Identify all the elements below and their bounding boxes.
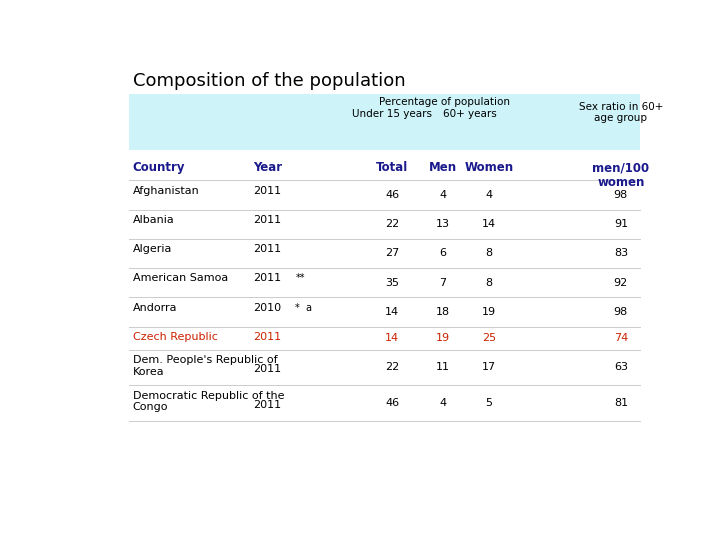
Text: 2011: 2011 <box>253 273 281 284</box>
Text: 81: 81 <box>614 398 628 408</box>
Text: 27: 27 <box>385 248 400 259</box>
Text: 22: 22 <box>385 219 400 229</box>
Text: 63: 63 <box>614 362 628 373</box>
Text: **: ** <box>295 273 305 284</box>
Text: Albania: Albania <box>132 215 174 225</box>
Text: 4: 4 <box>439 190 446 200</box>
Text: Total: Total <box>376 161 408 174</box>
Text: Dem. People's Republic of
Korea: Dem. People's Republic of Korea <box>132 355 277 377</box>
Text: 2010: 2010 <box>253 303 281 313</box>
Text: American Samoa: American Samoa <box>132 273 228 284</box>
Text: 60+ years: 60+ years <box>443 110 497 119</box>
Text: Algeria: Algeria <box>132 244 172 254</box>
Text: 2011: 2011 <box>253 332 281 342</box>
Text: 17: 17 <box>482 362 496 373</box>
Text: 5: 5 <box>485 398 492 408</box>
Text: *  a: * a <box>295 303 312 313</box>
Text: 7: 7 <box>439 278 446 288</box>
Text: 19: 19 <box>436 333 450 343</box>
Text: 19: 19 <box>482 307 496 317</box>
Text: 14: 14 <box>385 307 400 317</box>
Text: Composition of the population: Composition of the population <box>132 72 405 91</box>
Text: 11: 11 <box>436 362 449 373</box>
Text: Afghanistan: Afghanistan <box>132 186 199 195</box>
Text: Men: Men <box>428 161 456 174</box>
Text: 46: 46 <box>385 190 400 200</box>
Text: 74: 74 <box>613 333 628 343</box>
Text: Under 15 years: Under 15 years <box>352 110 432 119</box>
Text: 2011: 2011 <box>253 186 281 195</box>
Text: 14: 14 <box>482 219 496 229</box>
Text: 98: 98 <box>613 190 628 200</box>
Text: 91: 91 <box>614 219 628 229</box>
FancyBboxPatch shape <box>129 94 640 150</box>
Text: 25: 25 <box>482 333 496 343</box>
Text: Democratic Republic of the
Congo: Democratic Republic of the Congo <box>132 390 284 412</box>
Text: 83: 83 <box>614 248 628 259</box>
Text: Percentage of population: Percentage of population <box>379 97 510 107</box>
Text: 6: 6 <box>439 248 446 259</box>
Text: men/100
women: men/100 women <box>593 161 649 189</box>
Text: 22: 22 <box>385 362 400 373</box>
Text: Country: Country <box>132 161 185 174</box>
Text: Year: Year <box>253 161 282 174</box>
Text: 35: 35 <box>385 278 400 288</box>
Text: 14: 14 <box>385 333 400 343</box>
Text: 2011: 2011 <box>253 400 281 410</box>
Text: Czech Republic: Czech Republic <box>132 332 217 342</box>
Text: 2011: 2011 <box>253 215 281 225</box>
Text: 98: 98 <box>613 307 628 317</box>
Text: 8: 8 <box>485 248 492 259</box>
Text: 4: 4 <box>439 398 446 408</box>
Text: 13: 13 <box>436 219 449 229</box>
Text: Andorra: Andorra <box>132 303 177 313</box>
Text: Sex ratio in 60+
age group: Sex ratio in 60+ age group <box>579 102 663 123</box>
Text: 4: 4 <box>485 190 492 200</box>
Text: 2011: 2011 <box>253 244 281 254</box>
Text: 46: 46 <box>385 398 400 408</box>
Text: Women: Women <box>464 161 513 174</box>
Text: 2011: 2011 <box>253 364 281 374</box>
Text: 8: 8 <box>485 278 492 288</box>
Text: 18: 18 <box>436 307 450 317</box>
Text: 92: 92 <box>613 278 628 288</box>
